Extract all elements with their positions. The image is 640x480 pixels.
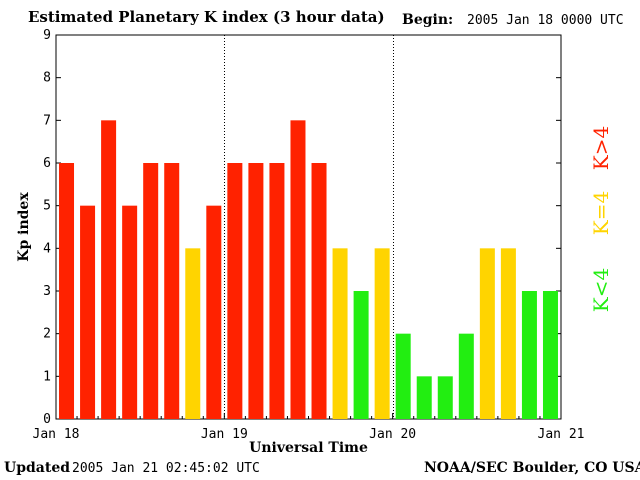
begin-value: 2005 Jan 18 0000 UTC (467, 13, 624, 28)
kp-bar (206, 205, 222, 419)
kp-bar (101, 120, 117, 419)
kp-bar (227, 163, 243, 419)
x-tick-label: Jan 19 (201, 427, 248, 442)
y-tick-label: 6 (43, 156, 51, 171)
y-tick-label: 7 (43, 113, 51, 128)
kp-bar (458, 333, 474, 419)
kp-bar (542, 291, 558, 419)
kp-bar (122, 205, 138, 419)
legend-item: K<4 (589, 268, 613, 312)
kp-bar (332, 248, 348, 419)
y-tick-label: 4 (43, 241, 51, 256)
kp-bar (290, 120, 306, 419)
kp-bar (500, 248, 516, 419)
credit-text: NOAA/SEC Boulder, CO USA (424, 460, 640, 476)
x-tick-label: Jan 20 (369, 427, 416, 442)
y-tick-label: 5 (43, 199, 51, 214)
kp-bar (80, 205, 96, 419)
y-axis-title: Kp index (16, 192, 32, 262)
kp-bar (437, 376, 453, 419)
y-tick-label: 9 (43, 28, 51, 43)
kp-bar (269, 163, 285, 419)
kp-bar (416, 376, 432, 419)
y-tick-label: 0 (43, 412, 51, 427)
kp-bar (311, 163, 327, 419)
legend-item: K=4 (589, 191, 613, 235)
kp-bar (59, 163, 75, 419)
kp-bar (479, 248, 495, 419)
legend-item: K>4 (589, 126, 613, 170)
kp-bar (143, 163, 159, 419)
kp-bar (353, 291, 369, 419)
x-tick-label: Jan 21 (538, 427, 585, 442)
updated-label: Updated (4, 460, 71, 476)
updated-value: 2005 Jan 21 02:45:02 UTC (72, 461, 260, 476)
kp-bar (248, 163, 264, 419)
kp-bar (185, 248, 201, 419)
kp-bar (395, 333, 411, 419)
x-tick-label: Jan 18 (33, 427, 80, 442)
begin-label: Begin: (402, 12, 454, 28)
kp-bar (374, 248, 390, 419)
y-tick-label: 8 (43, 71, 51, 86)
kp-bar (521, 291, 537, 419)
y-tick-label: 3 (43, 284, 51, 299)
chart-title: Estimated Planetary K index (3 hour data… (28, 8, 385, 26)
y-tick-label: 2 (43, 327, 51, 342)
y-tick-label: 1 (43, 369, 51, 384)
kp-bar (164, 163, 180, 419)
x-axis-title: Universal Time (249, 440, 368, 456)
